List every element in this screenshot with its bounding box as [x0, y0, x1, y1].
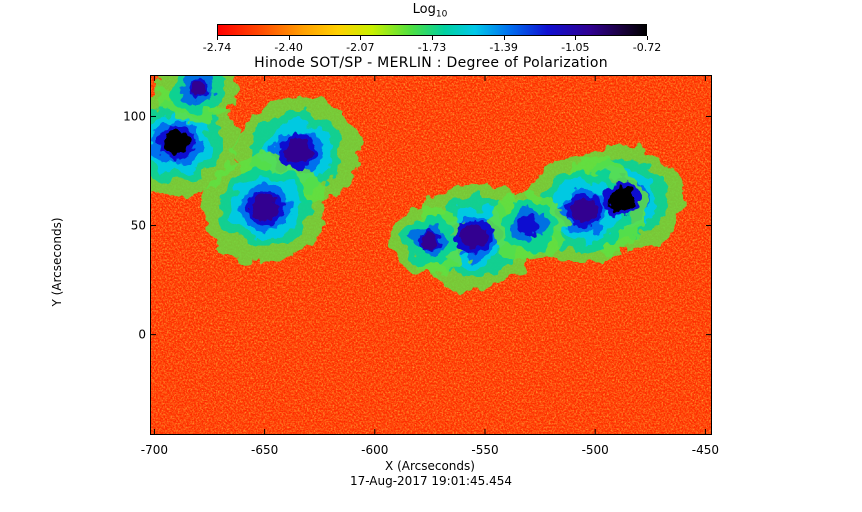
- sunspot-core: [162, 129, 191, 156]
- x-tick-label: -500: [582, 443, 609, 457]
- x-tick-label: -550: [471, 443, 498, 457]
- colorbar: [217, 24, 647, 36]
- colorbar-title: Log10: [412, 2, 448, 20]
- y-tick-label: 50: [131, 219, 146, 233]
- colorbar-tick: [217, 36, 218, 40]
- y-axis-label: Y (Arcseconds): [50, 217, 64, 307]
- colorbar-tick-label: -1.73: [417, 41, 447, 54]
- colorbar-tick-label: -1.39: [489, 41, 518, 54]
- sunspots: [157, 78, 641, 254]
- colorbar-tick: [503, 36, 505, 40]
- plot-area: [150, 75, 712, 435]
- colorbar-tick: [360, 36, 362, 40]
- pore-core: [521, 218, 538, 234]
- colorbar-tick: [288, 36, 290, 40]
- colorbar-tick: [432, 36, 433, 40]
- colorbar-tick-label: -1.05: [561, 41, 590, 54]
- x-tick-label: -450: [692, 443, 719, 457]
- colorbar-tick-label: -0.72: [632, 41, 662, 54]
- x-tick-label: -600: [361, 443, 388, 457]
- y-tick-label: 0: [138, 328, 146, 342]
- pore-core: [190, 80, 207, 96]
- pore-core: [421, 233, 438, 249]
- y-tick-label: 100: [123, 109, 146, 123]
- sunspot-core: [460, 223, 488, 250]
- colorbar-tick: [647, 36, 648, 40]
- colorbar-tick-label: -2.74: [202, 41, 232, 54]
- sunspot-core: [608, 186, 636, 213]
- sunspot-core: [284, 138, 312, 165]
- timestamp: 17-Aug-2017 19:01:45.454: [349, 474, 513, 488]
- polarization-heatmap: [151, 76, 711, 434]
- chart-title: Hinode SOT/SP - MERLIN : Degree of Polar…: [254, 55, 608, 71]
- sunspot-core: [570, 197, 598, 224]
- colorbar-tick-label: -2.07: [346, 41, 375, 54]
- x-axis-label: X (Arcseconds): [385, 459, 475, 473]
- x-tick-label: -700: [141, 443, 168, 457]
- colorbar-tick-label: -2.40: [274, 41, 303, 54]
- x-tick-label: -650: [251, 443, 278, 457]
- sunspot-core: [251, 195, 279, 221]
- colorbar-tick: [575, 36, 577, 40]
